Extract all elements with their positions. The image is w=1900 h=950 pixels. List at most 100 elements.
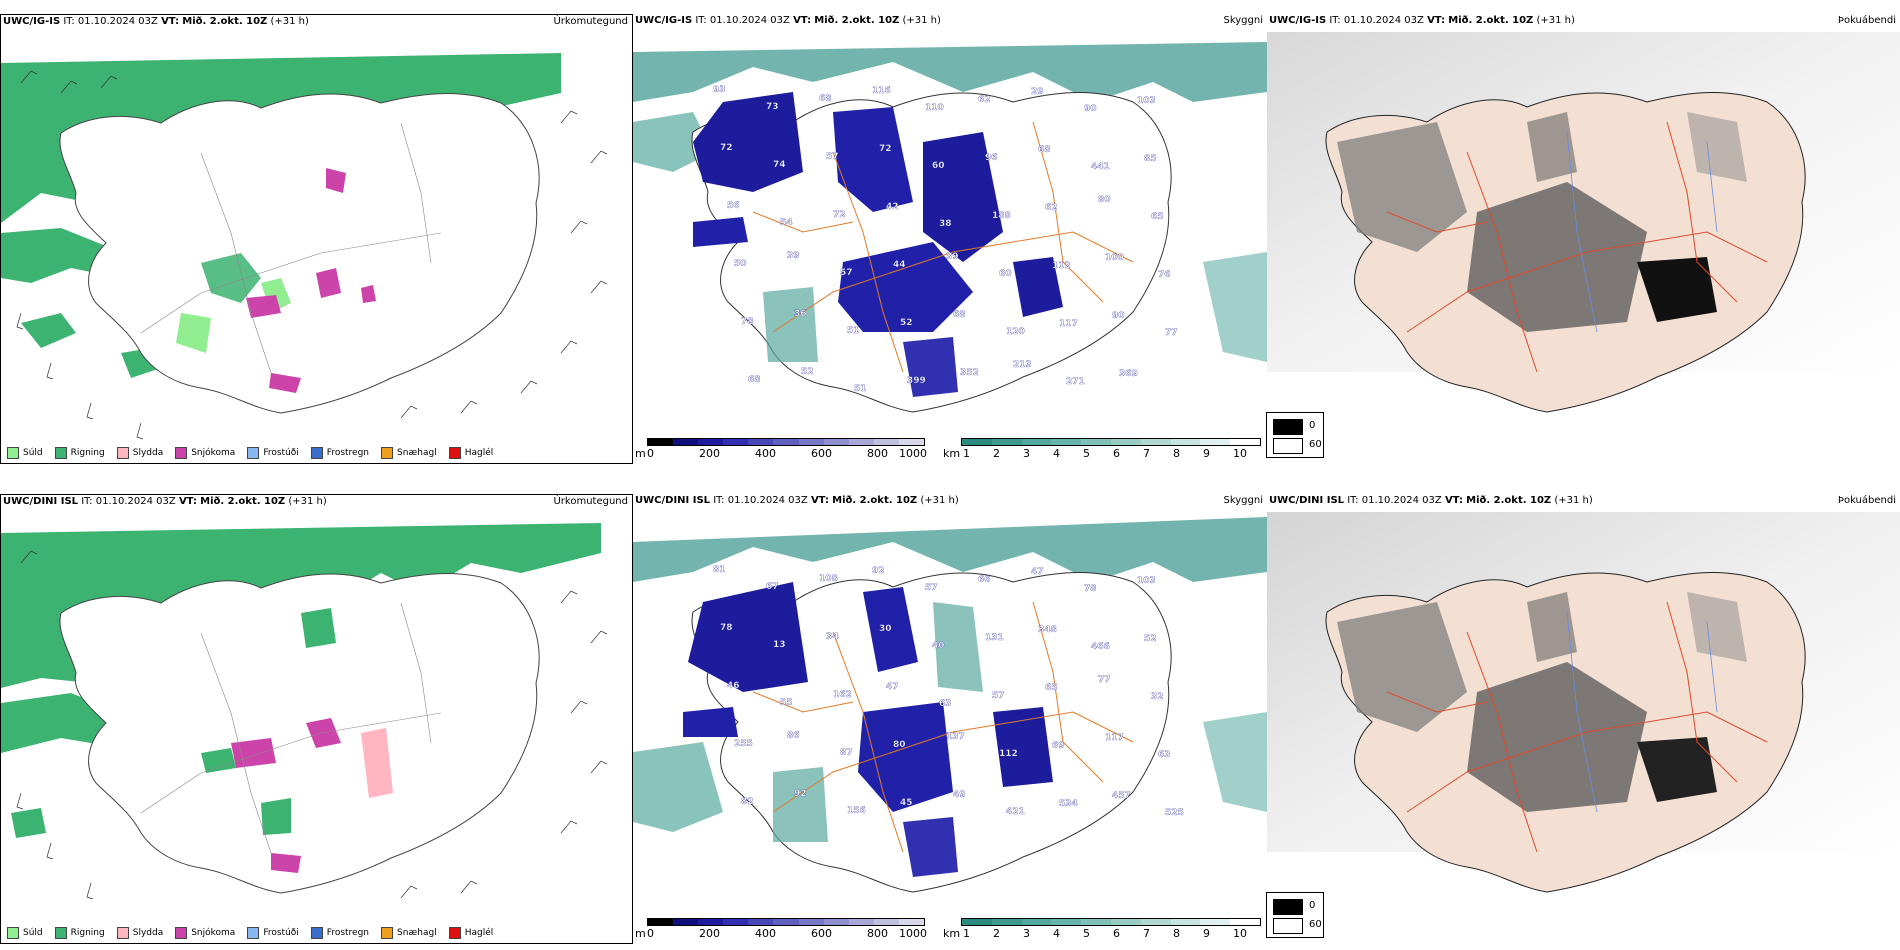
cloud-base-label: 51 [854, 384, 867, 394]
cloud-tick: 800 [867, 447, 888, 460]
it-value: 01.10.2024 03Z [95, 496, 176, 507]
cloud-base-label: 188 [992, 211, 1011, 221]
cloud-base-label: 30 [879, 624, 892, 634]
vt-value: Mið. 2.okt. 10Z [1448, 15, 1534, 26]
cloud-base-label: 112 [1052, 261, 1071, 271]
cloud-base-label: 29 [1031, 87, 1044, 97]
colorbar-segment [1021, 439, 1052, 445]
cloud-base-label: 63 [939, 699, 952, 709]
cloud-tick: 800 [867, 927, 888, 940]
colorbar-segment [991, 919, 1022, 925]
fog-panel-row1: UWC/IG-IS IT: 01.10.2024 03Z VT: Mið. 2.… [1267, 14, 1900, 464]
cloud-base-label: 42 [886, 202, 899, 212]
lead-time: (+31 h) [1554, 495, 1593, 506]
cloud-base-label: 87 [840, 748, 853, 758]
legend-item: Snæhagl [381, 927, 437, 939]
cloud-base-label: 45 [900, 798, 913, 808]
legend-swatch [175, 927, 188, 939]
legend-item: Rigning [54, 927, 105, 939]
colorbar-segment [1170, 919, 1201, 925]
legend-swatch [381, 447, 394, 459]
fog-key-swatch-light [1273, 438, 1303, 454]
cloud-base-label: 348 [1038, 625, 1057, 635]
precip-panel-row2: UWC/DINI ISL IT: 01.10.2024 03Z VT: Mið.… [0, 494, 633, 944]
cloud-base-label: 52 [900, 318, 913, 328]
fog-key-label: 0 [1309, 900, 1316, 911]
legend-swatch [116, 447, 129, 459]
lead-time: (+31 h) [270, 16, 309, 27]
cloud-base-label: 369 [1119, 369, 1138, 379]
legend-item: Haglél [448, 447, 494, 459]
cloud-base-label: 352 [960, 368, 979, 378]
legend-item: Súld [7, 447, 43, 459]
cloud-base-label: 60 [999, 269, 1012, 279]
it-value: 01.10.2024 03Z [77, 16, 158, 27]
cloud-base-label: 52 [1144, 634, 1157, 644]
vt-label: VT: [161, 16, 180, 27]
fog-key-swatch-light [1273, 918, 1303, 934]
cloud-base-label: 13 [773, 640, 786, 650]
legend-item: Haglél [448, 927, 493, 939]
cloud-base-label: 90 [1112, 311, 1125, 321]
colorbar-segment [1140, 439, 1171, 445]
cloud-base-colorbar: m 0 200 400 600 800 1000 [635, 438, 927, 464]
cloud-base-label: 77 [1098, 675, 1111, 685]
fog-map [1267, 32, 1900, 413]
fog-index-key: 0 60 [1266, 892, 1324, 938]
colorbar-segment [1110, 919, 1141, 925]
it-label: IT: [713, 495, 725, 506]
cloud-colorbar-bar [647, 918, 925, 926]
panel-type-label: Þokuábendi [1837, 495, 1896, 506]
cloud-base-label: 86 [787, 731, 800, 741]
cloud-base-label: 457 [1112, 791, 1131, 801]
cloud-base-label: 49 [953, 790, 966, 800]
colorbar-segment [823, 439, 849, 445]
vis-tick: 4 [1053, 447, 1060, 460]
cloud-base-label: 72 [879, 144, 892, 154]
cloud-base-label: 116 [872, 86, 891, 96]
cloud-base-label: 421 [1006, 807, 1025, 817]
legend-label: Haglél [464, 448, 494, 458]
panel-header: UWC/DINI ISL IT: 01.10.2024 03Z VT: Mið.… [3, 496, 327, 507]
cloud-colorbar-bar [647, 438, 925, 446]
cloud-base-label: 73 [766, 102, 779, 112]
cloud-tick: 1000 [899, 447, 927, 460]
colorbar-segment [1110, 439, 1141, 445]
cloud-base-label: 85 [1144, 154, 1157, 164]
cloud-base-label: 52 [801, 367, 814, 377]
model-name: UWC/DINI ISL [635, 495, 711, 506]
panel-header: UWC/IG-IS IT: 01.10.2024 03Z VT: Mið. 2.… [3, 16, 309, 27]
model-name: UWC/IG-IS [1269, 15, 1327, 26]
cloud-base-label: 213 [1013, 360, 1032, 370]
it-label: IT: [1329, 15, 1341, 26]
cloud-base-label: 80 [893, 740, 906, 750]
cloud-tick: 1000 [899, 927, 927, 940]
it-value: 01.10.2024 03Z [1361, 495, 1442, 506]
cloud-base-label: 78 [1084, 584, 1097, 594]
cloud-base-label: 137 [946, 732, 965, 742]
cloud-base-label: 56 [727, 201, 740, 211]
colorbar-segment [873, 919, 899, 925]
legend-item: Snæhagl [381, 447, 437, 459]
vt-label: VT: [178, 496, 197, 507]
cloud-base-label: 96 [985, 153, 998, 163]
precip-legend: Súld Rigning Slydda Snjókoma Frostúði Fr… [7, 447, 493, 459]
cloud-base-label: 34 [826, 632, 839, 642]
cloud-base-label: 69 [1052, 741, 1065, 751]
vt-value: Mið. 2.okt. 10Z [1466, 495, 1552, 506]
vis-tick: 1 [963, 447, 970, 460]
cloud-base-label: 271 [1066, 377, 1085, 387]
fog-map [1267, 512, 1900, 893]
colorbar-segment [1081, 919, 1111, 925]
fog-panel-row2: UWC/DINI ISL IT: 01.10.2024 03Z VT: Mið.… [1267, 494, 1900, 944]
visibility-panel-row2: UWC/DINI ISL IT: 01.10.2024 03Z VT: Mið.… [633, 494, 1267, 944]
vt-label: VT: [793, 15, 812, 26]
legend-label: Slydda [132, 448, 164, 458]
cloud-base-label: 55 [780, 698, 793, 708]
colorbar-segment [848, 439, 874, 445]
lead-time: (+31 h) [288, 496, 327, 507]
cloud-tick: 600 [811, 447, 832, 460]
cloud-base-label: 54 [780, 218, 793, 228]
fog-key-label: 0 [1309, 420, 1316, 431]
cloud-tick: 600 [811, 927, 832, 940]
